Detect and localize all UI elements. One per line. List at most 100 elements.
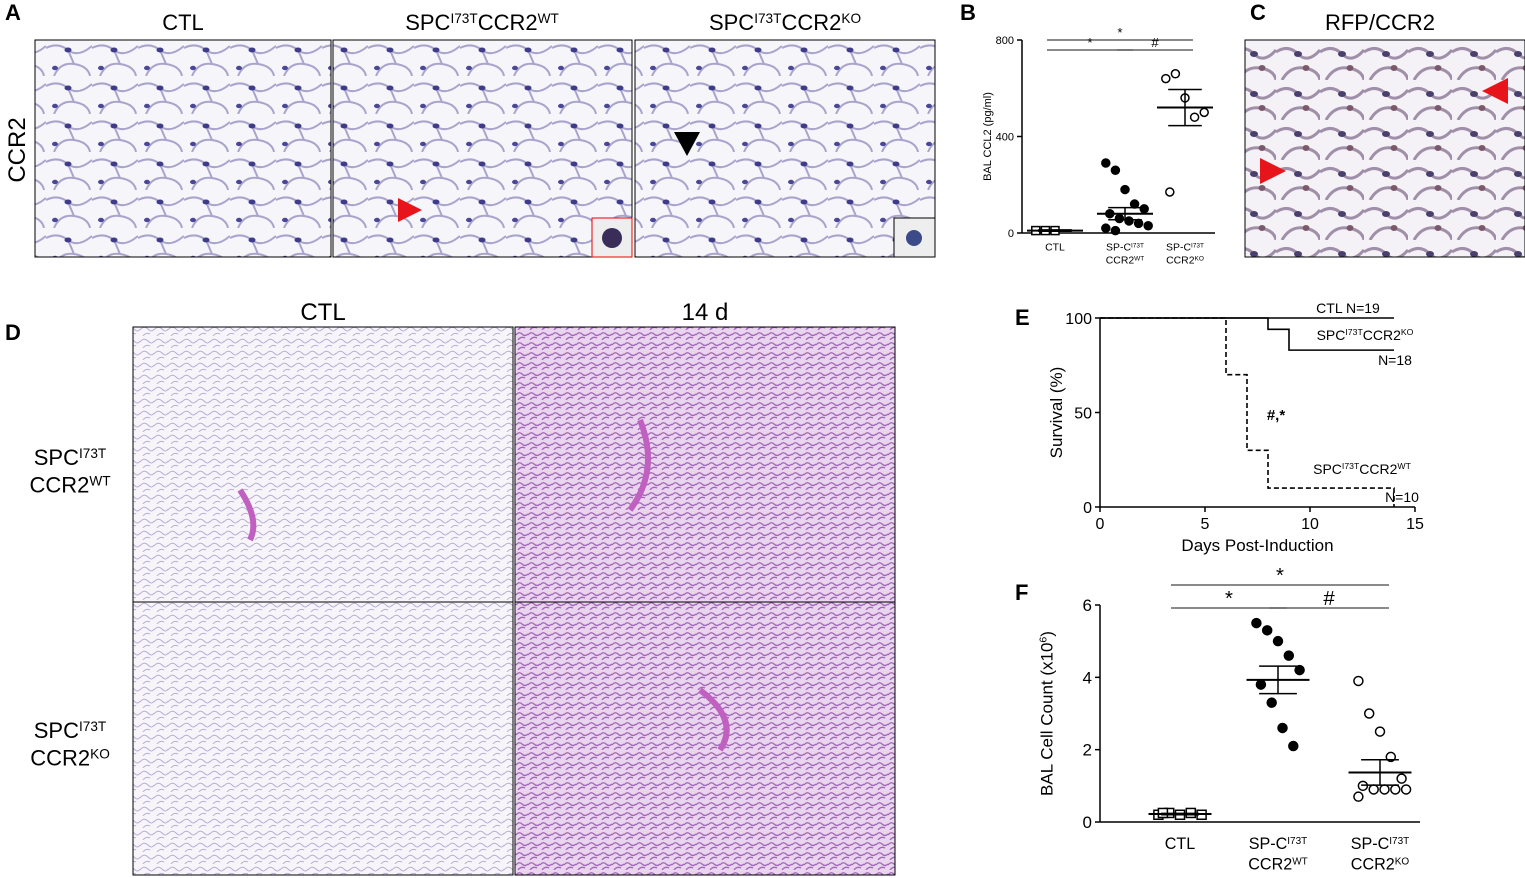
significance-label: * xyxy=(1225,588,1233,610)
label-part: CTL xyxy=(1045,243,1065,254)
data-point xyxy=(1251,617,1262,629)
data-point xyxy=(1294,664,1305,676)
label-part: SP-C xyxy=(1351,835,1390,853)
arrowhead xyxy=(1482,78,1508,104)
arrowhead xyxy=(1260,158,1286,184)
superscript: KO xyxy=(90,746,110,761)
x-tick-label: SP-CI73T CCR2WT xyxy=(1106,242,1145,267)
label-part: CTL xyxy=(162,10,204,35)
label-part: CCR2 xyxy=(30,746,90,771)
y-tick-label: 50 xyxy=(1074,406,1092,423)
superscript: WT xyxy=(1397,461,1411,471)
superscript: WT xyxy=(1134,255,1144,262)
error-bar xyxy=(1259,665,1297,695)
data-point xyxy=(1101,158,1111,168)
label-part: SP-C xyxy=(1166,243,1191,254)
data-point xyxy=(1396,773,1407,784)
label-part: CCR2 xyxy=(478,10,538,35)
data-point xyxy=(1170,69,1181,79)
data-point xyxy=(1143,221,1153,231)
micrograph xyxy=(34,39,332,258)
data-point xyxy=(1261,625,1273,636)
column-title: SPCI73TCCR2WT xyxy=(405,10,559,35)
data-point xyxy=(1363,708,1375,719)
y-axis-label: Survival (%) xyxy=(1047,367,1066,459)
data-point xyxy=(1272,635,1284,647)
data-point xyxy=(1374,726,1386,737)
y-tick-label: 800 xyxy=(996,35,1014,47)
y-tick-label: 100 xyxy=(1065,311,1092,328)
y-tick-label: 0 xyxy=(1083,813,1092,832)
superscript: I73T xyxy=(1191,242,1204,249)
data-point xyxy=(1110,165,1121,176)
error-bar xyxy=(1361,759,1399,786)
data-point xyxy=(1114,213,1125,224)
superscript: I73T xyxy=(754,11,782,26)
y-tick-label: 6 xyxy=(1083,596,1092,615)
label-part: SPC xyxy=(1313,461,1342,477)
inset-cell xyxy=(602,228,622,248)
data-point xyxy=(1199,107,1209,118)
data-point xyxy=(1129,199,1140,209)
series-n: N=18 xyxy=(1378,352,1412,368)
label-part: ) xyxy=(1037,631,1056,637)
data-point xyxy=(1165,187,1175,197)
label-part: CTL N=19 xyxy=(1316,300,1380,316)
data-point xyxy=(1255,679,1267,690)
label-part: CCR2 xyxy=(1248,855,1292,873)
y-tick-label: 2 xyxy=(1083,741,1092,760)
micrograph xyxy=(514,326,896,603)
superscript: I73T xyxy=(79,446,107,461)
column-title: CTL xyxy=(162,10,204,35)
y-tick-label: 0 xyxy=(1083,500,1092,517)
data-point xyxy=(1390,784,1401,795)
inset-cell xyxy=(906,230,922,246)
significance-label: * xyxy=(1117,25,1122,40)
column-title: CTL xyxy=(300,299,345,326)
label-part: CCR2 xyxy=(1359,461,1397,477)
significance-label: # xyxy=(1151,35,1159,50)
x-tick-label: 15 xyxy=(1406,516,1424,533)
panel-label: A xyxy=(5,0,21,25)
data-point xyxy=(1161,73,1171,84)
row-label: SPCI73T CCR2KO xyxy=(30,718,110,771)
series-label: CTL N=19 xyxy=(1316,300,1380,316)
label-part: CCR2 xyxy=(781,10,841,35)
micrograph xyxy=(132,326,514,603)
error-bar xyxy=(1108,206,1142,221)
x-tick-label: SP-CI73T CCR2KO xyxy=(1166,242,1204,267)
row-label: SPCI73T CCR2WT xyxy=(29,445,111,498)
superscript: KO xyxy=(1195,255,1204,262)
superscript: I73T xyxy=(1345,327,1363,337)
label-part: CCR2 xyxy=(1363,327,1401,343)
significance-label: # xyxy=(1323,588,1335,610)
error-bar xyxy=(1038,229,1072,233)
x-tick-label: SP-CI73T CCR2KO xyxy=(1351,835,1410,873)
x-tick-label: CTL xyxy=(1165,835,1196,853)
data-point xyxy=(1139,204,1149,214)
superscript: I73T xyxy=(1287,836,1307,847)
series-label: SPCI73TCCR2KO xyxy=(1317,327,1414,343)
arrowhead xyxy=(674,132,700,156)
column-title: 14 d xyxy=(682,299,729,326)
x-tick-label: 5 xyxy=(1201,516,1210,533)
data-point xyxy=(1283,650,1295,661)
superscript: I73T xyxy=(1131,242,1144,249)
series-label: SPCI73TCCR2WT xyxy=(1313,461,1411,477)
label-part: CCR2 xyxy=(1106,256,1135,267)
micrograph xyxy=(514,601,896,876)
row-label: CCR2 xyxy=(4,117,31,182)
label-part: SPC xyxy=(709,10,754,35)
label-part: SPC xyxy=(405,10,450,35)
panel-title: RFP/CCR2 xyxy=(1325,10,1435,35)
y-tick-label: 4 xyxy=(1083,668,1092,687)
superscript: I73T xyxy=(79,719,107,734)
arrowhead xyxy=(398,198,422,222)
data-point xyxy=(1133,218,1144,229)
superscript: WT xyxy=(1292,856,1308,867)
survival-line xyxy=(1100,317,1394,351)
error-bar xyxy=(1161,812,1199,816)
data-point xyxy=(1277,722,1288,734)
panel-label: B xyxy=(960,0,976,25)
label-part: BAL CCL2 (pg/ml) xyxy=(982,92,994,181)
